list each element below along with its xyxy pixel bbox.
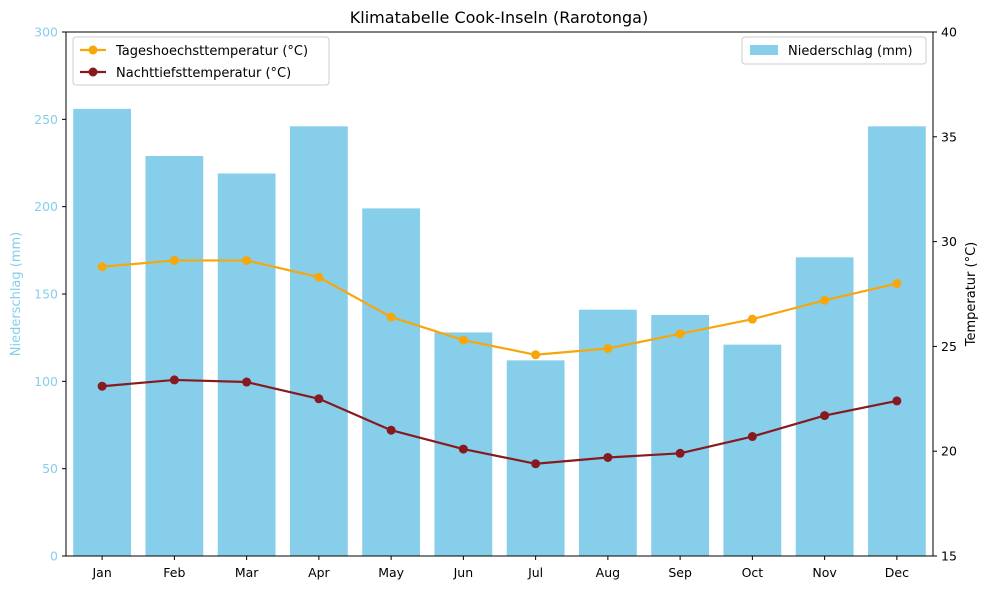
x-tick-label: Mar [235,565,259,580]
left-y-axis: 0 50 100 150 200 250 300 [34,25,66,564]
x-tick-label: Oct [742,565,764,580]
bar-legend-box [741,36,927,65]
bar-series [73,108,926,557]
point-0-jun [458,335,468,345]
point-0-dec [892,279,902,289]
point-0-oct [747,314,757,324]
point-1-mar [242,377,252,387]
x-tick-label: Aug [596,565,620,580]
point-1-apr [314,394,324,404]
left-tick-label: 100 [34,374,58,389]
x-tick-label: Nov [812,565,837,580]
bar-feb [145,156,204,556]
line-series-1 [102,378,898,465]
bar-mar [217,173,276,557]
line-series-0 [102,259,898,356]
point-0-sep [675,329,685,339]
bar-may [362,208,421,556]
point-1-jun [458,444,468,454]
left-tick-label: 150 [34,287,58,302]
legend-marker-low [88,67,98,77]
point-0-jan [97,262,107,272]
point-1-feb [169,375,179,385]
bar-legend: Niederschlag (mm) [741,36,927,65]
x-tick-label: Dec [885,565,909,580]
x-tick-label: May [378,565,404,580]
bar-dec [867,126,926,556]
right-tick-label: 20 [941,444,957,459]
x-axis: Jan Feb Mar Apr May Jun Jul Aug Sep Oct Nov Dec [91,556,909,580]
x-tick-label: Feb [163,565,185,580]
x-tick-label: Jan [91,565,111,580]
legend-label-low: Nachttiefsttemperatur (°C) [116,66,291,81]
point-1-dec [892,396,902,406]
point-0-may [386,312,396,322]
left-tick-label: 50 [42,461,58,476]
right-tick-label: 35 [941,129,957,144]
bar-oct [723,344,782,556]
bar-nov [795,257,854,556]
point-0-jul [531,350,541,360]
point-0-apr [314,272,324,282]
point-0-aug [603,343,613,353]
point-1-may [386,425,396,435]
bar-apr [289,126,348,556]
left-tick-label: 300 [34,25,58,40]
right-y-axis: 15 20 25 30 35 40 [933,25,957,564]
left-tick-label: 200 [34,199,58,214]
legend-label-high: Tageshoechsttemperatur (°C) [115,44,308,59]
point-1-jan [97,381,107,391]
point-1-nov [820,411,830,421]
right-axis-title: Temperatur (°C) [964,242,979,348]
point-0-nov [820,295,830,305]
left-axis-title: Niederschlag (mm) [9,232,24,357]
legend-swatch-bar [750,45,778,55]
line-series-group [97,255,902,469]
x-tick-label: Sep [668,565,692,580]
point-1-sep [675,448,685,458]
point-1-jul [531,459,541,469]
legend-label-bar: Niederschlag (mm) [788,44,913,59]
point-1-oct [747,432,757,442]
line-legend: Tageshoechsttemperatur (°C) Nachttiefstt… [72,36,330,86]
legend-marker-high [88,45,98,55]
chart-title: Klimatabelle Cook-Inseln (Rarotonga) [350,8,648,27]
bar-sep [651,314,710,556]
right-tick-label: 30 [941,234,957,249]
bar-jan [73,108,132,556]
point-0-mar [242,255,252,265]
point-1-aug [603,452,613,462]
x-tick-label: Apr [308,565,330,580]
bar-jul [506,360,565,556]
point-0-feb [169,255,179,265]
right-tick-label: 40 [941,25,957,40]
line-legend-box [72,36,330,86]
left-tick-label: 0 [50,549,58,564]
x-tick-label: Jul [527,565,543,580]
left-tick-label: 250 [34,112,58,127]
right-tick-label: 25 [941,339,957,354]
right-tick-label: 15 [941,549,957,564]
x-tick-label: Jun [453,565,474,580]
